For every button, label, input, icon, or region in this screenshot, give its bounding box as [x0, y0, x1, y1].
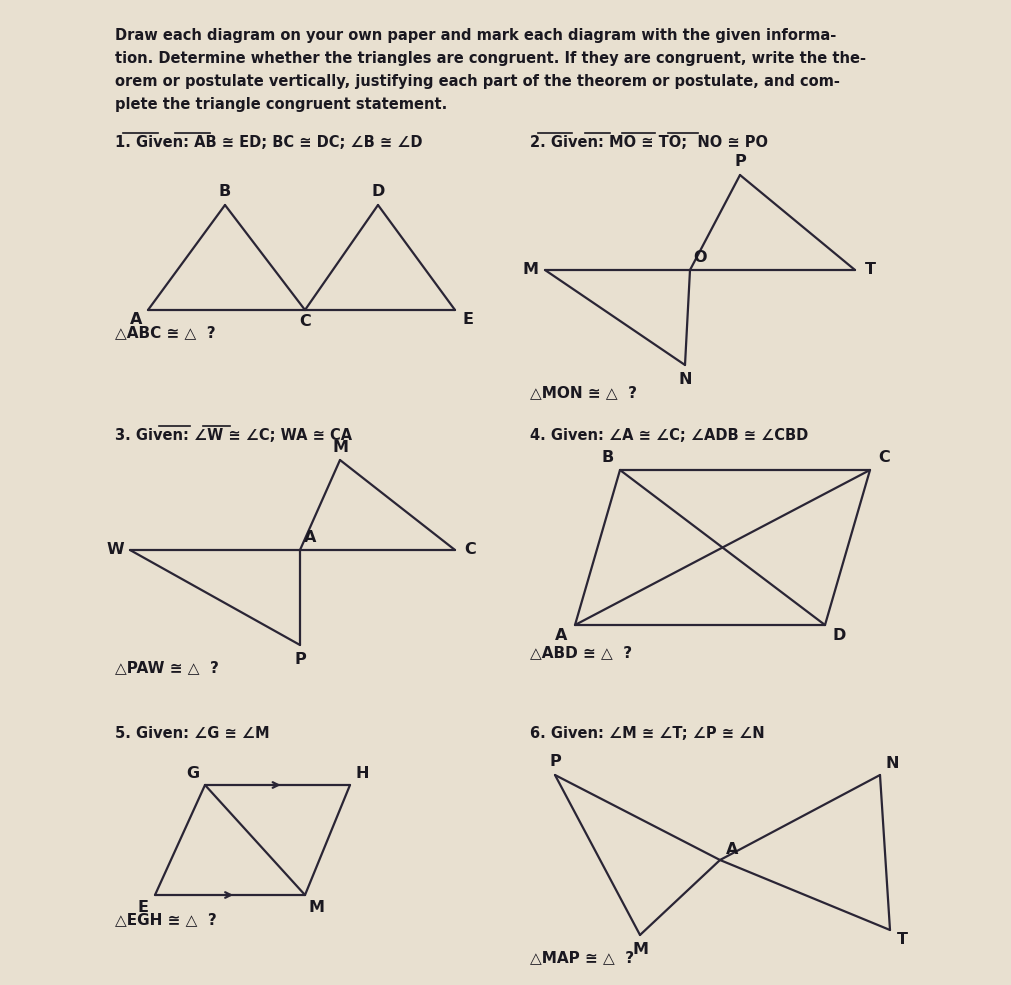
Text: D: D — [371, 184, 385, 200]
Text: △EGH ≅ △  ?: △EGH ≅ △ ? — [115, 912, 216, 927]
Text: E: E — [137, 899, 149, 914]
Text: M: M — [309, 899, 325, 914]
Text: P: P — [734, 155, 746, 169]
Text: A: A — [555, 627, 567, 642]
Text: N: N — [678, 371, 692, 386]
Text: H: H — [355, 765, 369, 780]
Text: N: N — [886, 755, 899, 770]
Text: G: G — [186, 765, 199, 780]
Text: M: M — [632, 942, 648, 956]
Text: C: C — [879, 450, 890, 466]
Text: P: P — [549, 755, 561, 769]
Text: △ABD ≅ △  ?: △ABD ≅ △ ? — [530, 645, 632, 660]
Text: 5. Given: ∠G ≅ ∠M: 5. Given: ∠G ≅ ∠M — [115, 726, 270, 741]
Text: 3. Given: ∠W ≅ ∠C; WA ≅ CA: 3. Given: ∠W ≅ ∠C; WA ≅ CA — [115, 428, 352, 443]
Text: E: E — [462, 312, 473, 327]
Text: △MON ≅ △  ?: △MON ≅ △ ? — [530, 385, 637, 400]
Text: B: B — [602, 450, 614, 466]
Text: P: P — [294, 651, 306, 667]
Text: plete the triangle congruent statement.: plete the triangle congruent statement. — [115, 97, 447, 112]
Text: 1. Given: AB ≅ ED; BC ≅ DC; ∠B ≅ ∠D: 1. Given: AB ≅ ED; BC ≅ DC; ∠B ≅ ∠D — [115, 135, 423, 150]
Text: △PAW ≅ △  ?: △PAW ≅ △ ? — [115, 660, 218, 675]
Text: Draw each diagram on your own paper and mark each diagram with the given informa: Draw each diagram on your own paper and … — [115, 28, 836, 43]
Text: M: M — [332, 439, 348, 454]
Text: C: C — [299, 314, 310, 330]
Text: △MAP ≅ △  ?: △MAP ≅ △ ? — [530, 950, 634, 965]
Text: 6. Given: ∠M ≅ ∠T; ∠P ≅ ∠N: 6. Given: ∠M ≅ ∠T; ∠P ≅ ∠N — [530, 726, 764, 741]
Text: D: D — [832, 627, 845, 642]
Text: T: T — [864, 262, 876, 278]
Text: △ABC ≅ △  ?: △ABC ≅ △ ? — [115, 325, 215, 340]
Text: M: M — [522, 262, 538, 278]
Text: C: C — [464, 543, 476, 558]
Text: orem or postulate vertically, justifying each part of the theorem or postulate, : orem or postulate vertically, justifying… — [115, 74, 840, 89]
Text: B: B — [218, 184, 232, 200]
Text: A: A — [726, 842, 738, 858]
Text: A: A — [129, 312, 143, 327]
Text: T: T — [897, 933, 908, 948]
Text: 2. Given: MO ≅ TO;  NO ≅ PO: 2. Given: MO ≅ TO; NO ≅ PO — [530, 135, 768, 150]
Text: O: O — [694, 250, 707, 266]
Text: W: W — [106, 543, 123, 558]
Text: tion. Determine whether the triangles are congruent. If they are congruent, writ: tion. Determine whether the triangles ar… — [115, 51, 866, 66]
Text: 4. Given: ∠A ≅ ∠C; ∠ADB ≅ ∠CBD: 4. Given: ∠A ≅ ∠C; ∠ADB ≅ ∠CBD — [530, 428, 808, 443]
Text: A: A — [304, 531, 316, 546]
